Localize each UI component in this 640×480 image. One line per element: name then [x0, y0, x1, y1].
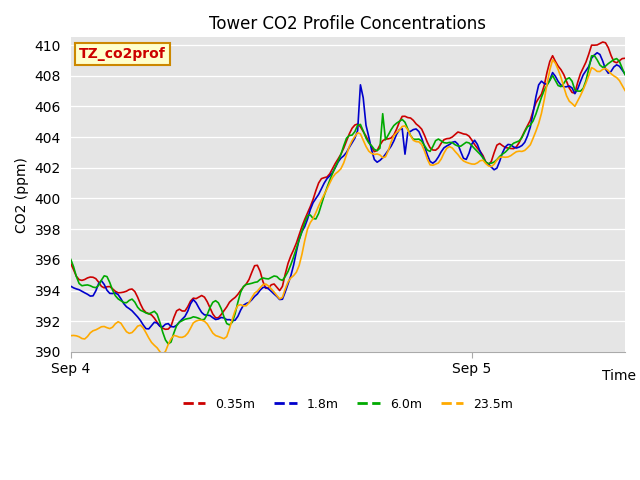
1.8m	[100, 282, 108, 288]
1.8m	[599, 58, 607, 64]
6.0m	[164, 341, 172, 347]
1.8m	[577, 79, 584, 84]
0.35m	[596, 41, 604, 47]
6.0m	[577, 88, 584, 94]
23.5m	[548, 57, 556, 63]
23.5m	[100, 324, 108, 329]
6.0m	[218, 306, 225, 312]
1.8m	[218, 314, 225, 320]
6.0m	[100, 273, 108, 279]
Legend: 0.35m, 1.8m, 6.0m, 23.5m: 0.35m, 1.8m, 6.0m, 23.5m	[178, 393, 518, 416]
6.0m	[591, 53, 598, 59]
1.8m	[621, 71, 629, 77]
0.35m	[67, 261, 75, 266]
0.35m	[100, 285, 108, 291]
1.8m	[173, 323, 180, 328]
Line: 23.5m: 23.5m	[71, 60, 625, 354]
1.8m	[145, 326, 152, 332]
X-axis label: Time: Time	[602, 369, 636, 383]
1.8m	[593, 50, 601, 56]
6.0m	[67, 256, 75, 262]
0.35m	[599, 39, 607, 45]
23.5m	[579, 87, 587, 93]
1.8m	[89, 293, 97, 299]
6.0m	[621, 72, 629, 77]
6.0m	[89, 284, 97, 290]
0.35m	[162, 326, 170, 332]
23.5m	[621, 87, 629, 93]
0.35m	[218, 312, 225, 317]
0.35m	[89, 275, 97, 280]
23.5m	[599, 66, 607, 72]
Line: 0.35m: 0.35m	[71, 42, 625, 329]
1.8m	[67, 283, 75, 289]
Text: TZ_co2prof: TZ_co2prof	[79, 47, 166, 61]
0.35m	[621, 55, 629, 61]
6.0m	[173, 323, 180, 328]
23.5m	[89, 328, 97, 334]
Line: 1.8m: 1.8m	[71, 53, 625, 329]
23.5m	[173, 333, 180, 339]
23.5m	[67, 333, 75, 338]
Y-axis label: CO2 (ppm): CO2 (ppm)	[15, 156, 29, 232]
0.35m	[577, 71, 584, 77]
Line: 6.0m: 6.0m	[71, 56, 625, 344]
23.5m	[159, 351, 166, 357]
6.0m	[599, 64, 607, 70]
0.35m	[173, 308, 180, 314]
Title: Tower CO2 Profile Concentrations: Tower CO2 Profile Concentrations	[209, 15, 486, 33]
23.5m	[218, 335, 225, 340]
